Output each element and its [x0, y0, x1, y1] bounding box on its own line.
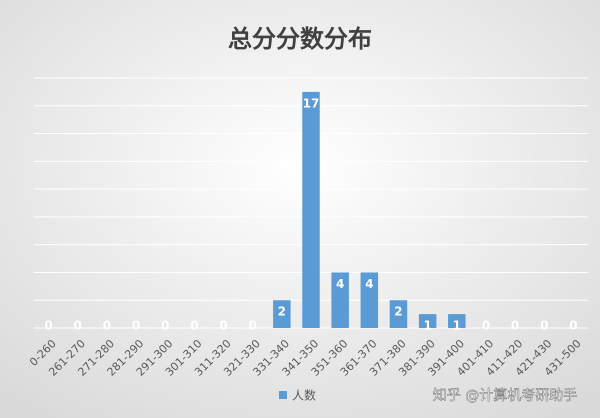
data-label: 0: [190, 319, 198, 333]
data-label: 0: [249, 319, 257, 333]
data-label: 17: [303, 96, 320, 110]
data-label: 0: [569, 319, 577, 333]
legend-swatch: [279, 391, 287, 399]
data-label: 0: [540, 319, 548, 333]
legend-label: 人数: [292, 388, 316, 403]
watermark: 知乎 @计算机考研助手: [433, 387, 577, 404]
data-label: 1: [453, 319, 461, 333]
chart-title: 总分分数分布: [228, 25, 372, 53]
bar: [273, 300, 291, 328]
bar: [389, 300, 408, 328]
bar: [331, 272, 349, 328]
data-label: 4: [336, 277, 344, 291]
bar: [448, 314, 466, 328]
data-label: 0: [511, 319, 519, 333]
data-label: 0: [482, 319, 490, 333]
data-label: 4: [365, 277, 373, 291]
data-label: 0: [161, 319, 169, 333]
data-label: 0: [74, 319, 82, 333]
data-label: 0: [219, 319, 227, 333]
bar: [360, 272, 379, 328]
bar: [418, 314, 437, 328]
bar: [302, 91, 320, 328]
data-label: 0: [44, 319, 52, 333]
data-label: 0: [103, 319, 111, 333]
data-label: 0: [132, 319, 140, 333]
data-label: 2: [394, 305, 402, 319]
data-label: 1: [423, 319, 431, 333]
data-label: 2: [278, 305, 286, 319]
